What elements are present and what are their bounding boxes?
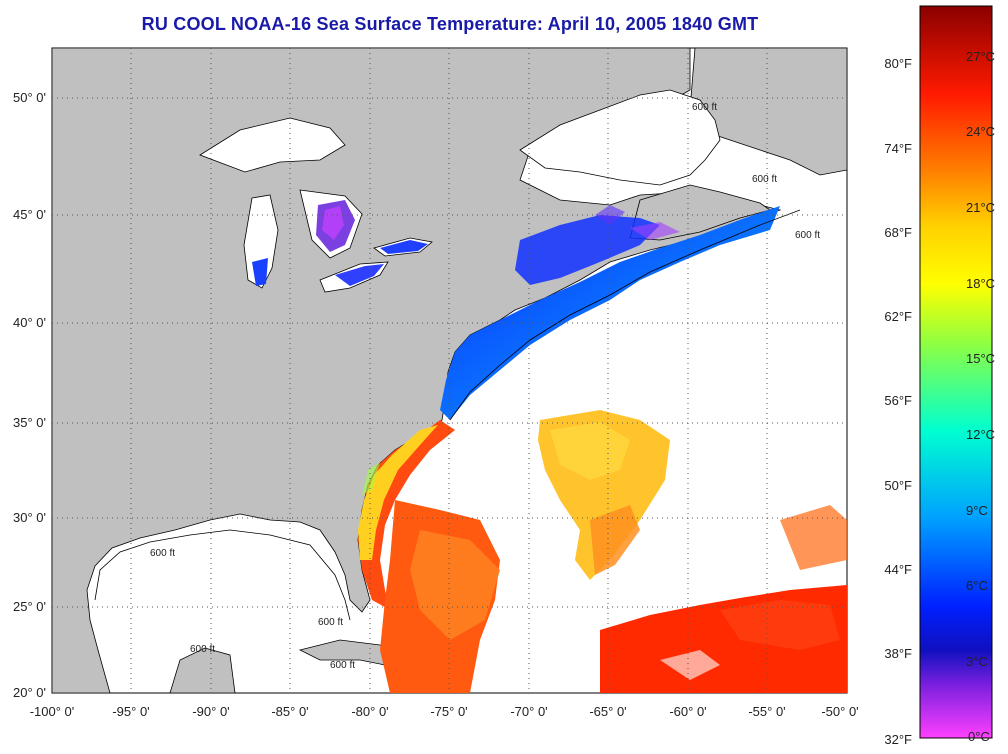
- c-label: 12°C: [966, 427, 995, 442]
- contour-label: 600 ft: [150, 548, 175, 559]
- longitude-axis: -100° 0' -95° 0' -90° 0' -85° 0' -80° 0'…: [30, 704, 859, 719]
- lat-label: 40° 0': [13, 315, 46, 330]
- lat-label: 50° 0': [13, 90, 46, 105]
- lon-label: -55° 0': [748, 704, 785, 719]
- f-label: 38°F: [884, 646, 912, 661]
- contour-label: 600 ft: [752, 174, 777, 185]
- f-label: 80°F: [884, 56, 912, 71]
- c-label: 15°C: [966, 351, 995, 366]
- c-label: 6°C: [966, 578, 988, 593]
- f-label: 62°F: [884, 309, 912, 324]
- map-title: RU COOL NOAA-16 Sea Surface Temperature:…: [141, 14, 759, 34]
- c-label: 21°C: [966, 200, 995, 215]
- lon-label: -60° 0': [669, 704, 706, 719]
- lon-label: -90° 0': [192, 704, 229, 719]
- contour-labels: 600 ft 600 ft 600 ft 600 ft 600 ft 600 f…: [150, 102, 820, 671]
- f-label: 56°F: [884, 393, 912, 408]
- lon-label: -75° 0': [430, 704, 467, 719]
- lake-superior: [199, 117, 346, 173]
- lon-label: -65° 0': [589, 704, 626, 719]
- f-label: 74°F: [884, 141, 912, 156]
- c-label: 27°C: [966, 49, 995, 64]
- contour-label: 600 ft: [795, 230, 820, 241]
- lat-label: 20° 0': [13, 685, 46, 700]
- lon-label: -70° 0': [510, 704, 547, 719]
- c-label: 9°C: [966, 503, 988, 518]
- water-st-lawrence: [519, 89, 721, 186]
- lon-label: -50° 0': [821, 704, 858, 719]
- contour-label: 600 ft: [190, 644, 215, 655]
- latitude-axis: 50° 0' 45° 0' 40° 0' 35° 0' 30° 0' 25° 0…: [13, 90, 46, 700]
- sst-coastal-blue: [440, 206, 780, 420]
- lat-label: 35° 0': [13, 415, 46, 430]
- lon-label: -80° 0': [351, 704, 388, 719]
- c-label: 18°C: [966, 276, 995, 291]
- f-label: 32°F: [884, 732, 912, 747]
- lat-label: 45° 0': [13, 207, 46, 222]
- colorbar-celsius: 27°C 24°C 21°C 18°C 15°C 12°C 9°C 6°C 3°…: [966, 49, 995, 744]
- c-label: 0°C: [968, 729, 990, 744]
- colorbar: [919, 5, 993, 739]
- f-label: 50°F: [884, 478, 912, 493]
- lat-label: 25° 0': [13, 599, 46, 614]
- contour-label: 600 ft: [330, 660, 355, 671]
- contour-label: 600 ft: [318, 617, 343, 628]
- c-label: 3°C: [966, 654, 988, 669]
- land-yucatan: [169, 647, 236, 693]
- f-label: 44°F: [884, 562, 912, 577]
- lat-label: 30° 0': [13, 510, 46, 525]
- colorbar-fahrenheit: 80°F 74°F 68°F 62°F 56°F 50°F 44°F 38°F …: [884, 56, 912, 747]
- c-label: 24°C: [966, 124, 995, 139]
- contour-label: 600 ft: [692, 102, 717, 113]
- lon-label: -85° 0': [271, 704, 308, 719]
- lon-label: -95° 0': [112, 704, 149, 719]
- lon-label: -100° 0': [30, 704, 75, 719]
- f-label: 68°F: [884, 225, 912, 240]
